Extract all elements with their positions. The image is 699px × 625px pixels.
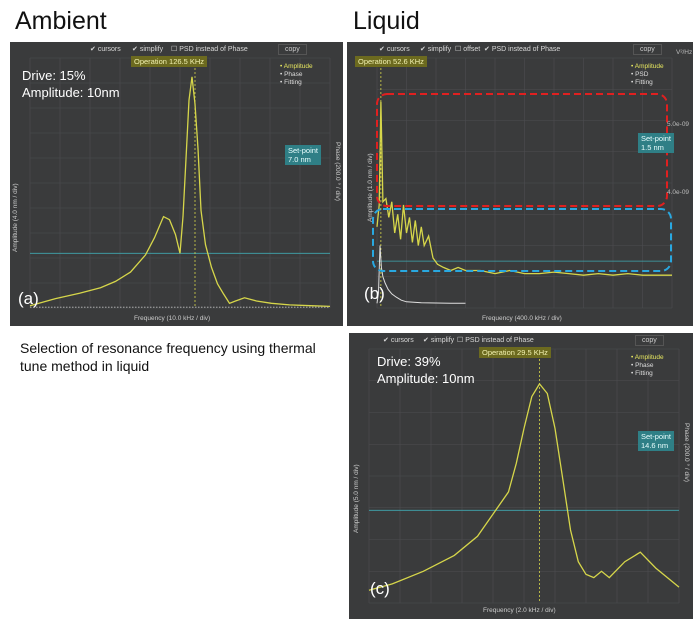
amplitude-value: Amplitude: 10nm [377,371,475,386]
copy-button[interactable]: copy [633,44,662,55]
series-psd [376,245,466,304]
heading-liquid: Liquid [353,7,420,35]
heading-ambient: Ambient [15,7,107,35]
drive-info: Drive: 15% Amplitude: 10nm [22,67,120,101]
series-amplitude [376,101,672,276]
highlight-box-psd [372,208,672,272]
series-amplitude [368,382,680,591]
legend-fitting: • Fitting [631,79,653,86]
x-axis-label: Frequency (2.0 kHz / div) [483,607,556,614]
setpoint-label[interactable]: Set-point 14.6 nm [638,431,675,451]
cursors-checkbox[interactable]: ✔ cursors [379,46,410,53]
simplify-checkbox[interactable]: ✔ simplify [420,46,452,53]
plot-c [368,347,680,604]
legend-amplitude: • Amplitude [631,63,664,70]
cursors-checkbox[interactable]: ✔ cursors [90,46,121,53]
simplify-checkbox[interactable]: ✔ simplify [132,46,164,53]
setpoint-label[interactable]: Set-point 7.0 nm [285,145,322,165]
operation-label[interactable]: Operation 52.6 KHz [355,56,427,67]
legend-fitting: • Fitting [280,79,302,86]
panel-label-b: (b) [364,284,385,303]
y2-axis-label: Phase (200.0 ° / div) [683,423,690,482]
copy-button[interactable]: copy [635,335,664,346]
drive-info: Drive: 39% Amplitude: 10nm [377,353,475,387]
plot-a [29,56,331,309]
legend-fitting: • Fitting [631,370,653,377]
legend-amplitude: • Amplitude [280,63,313,70]
legend: • Amplitude • PSD • Fitting [631,63,664,87]
panel-b-toolbar: ✔ cursors ✔ simplify ☐ offset ✔ PSD inst… [347,42,693,56]
y-axis-label: Amplitude (4.0 nm / div) [12,183,19,252]
panel-label-a: (a) [18,289,39,308]
right-tick-2: 4.0e-09 [667,189,690,196]
y-axis-label: Amplitude (1.0 nm / div) [367,153,374,222]
copy-button[interactable]: copy [278,44,307,55]
psd-checkbox[interactable]: ✔ PSD instead of Phase [484,46,561,53]
psd-checkbox[interactable]: ☐ PSD instead of Phase [457,337,534,344]
operation-label[interactable]: Operation 29.5 KHz [479,347,551,358]
panel-a-toolbar: ✔ cursors ✔ simplify ☐ PSD instead of Ph… [10,42,343,56]
legend-phase: • Phase [631,362,654,369]
legend: • Amplitude • Phase • Fitting [631,354,664,378]
panel-label-c: (c) [370,579,390,598]
panel-c-toolbar: ✔ cursors ✔ simplify ☐ PSD instead of Ph… [349,333,693,347]
x-axis-label: Frequency (10.0 kHz / div) [134,315,211,322]
right-units: V²/Hz [676,49,693,56]
amplitude-value: Amplitude: 10nm [22,85,120,100]
legend: • Amplitude • Phase • Fitting [280,63,313,87]
panel-a: ✔ cursors ✔ simplify ☐ PSD instead of Ph… [10,42,343,326]
setpoint-label[interactable]: Set-point 1.5 nm [638,133,675,153]
x-axis-label: Frequency (400.0 kHz / div) [482,315,562,322]
drive-value: Drive: 15% [22,68,86,83]
legend-psd: • PSD [631,71,649,78]
simplify-checkbox[interactable]: ✔ simplify [423,337,455,344]
right-tick-1: 5.0e-09 [667,121,690,128]
drive-value: Drive: 39% [377,354,441,369]
panel-c: ✔ cursors ✔ simplify ☐ PSD instead of Ph… [349,333,693,619]
offset-checkbox[interactable]: ☐ offset [455,46,481,53]
cursors-checkbox[interactable]: ✔ cursors [383,337,414,344]
operation-label[interactable]: Operation 126.5 KHz [131,56,208,67]
y2-axis-label: Phase (200.0 ° / div) [334,142,341,201]
highlight-box-amplitude [376,93,668,207]
legend-amplitude: • Amplitude [631,354,664,361]
legend-phase: • Phase [280,71,303,78]
panel-b: ✔ cursors ✔ simplify ☐ offset ✔ PSD inst… [347,42,693,326]
y-axis-label: Amplitude (5.0 nm / div) [353,464,360,533]
caption: Selection of resonance frequency using t… [20,340,316,374]
series-amplitude [29,76,331,308]
psd-checkbox[interactable]: ☐ PSD instead of Phase [171,46,248,53]
